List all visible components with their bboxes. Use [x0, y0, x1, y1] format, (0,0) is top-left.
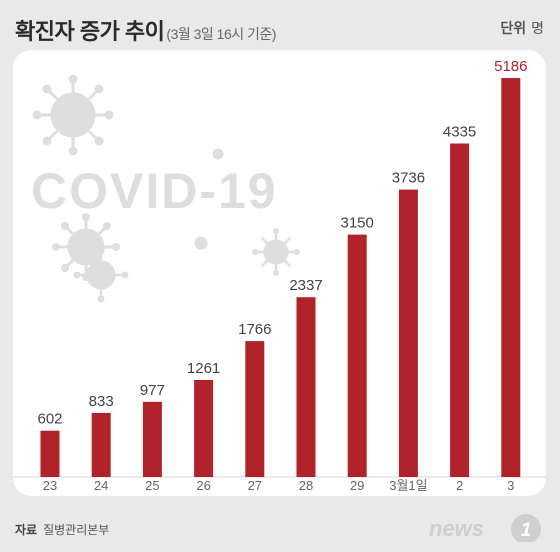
value-label-3월1일: 3736: [392, 170, 425, 187]
source-note: 자료 질병관리본부: [15, 521, 109, 538]
category-label-26: 26: [196, 478, 210, 493]
unit-value: 명: [531, 20, 544, 36]
chart-panel: COVID-19 602 833 977 1261 1766 2337 3150 3736 43…: [13, 50, 546, 496]
category-label-28: 28: [299, 478, 313, 493]
value-label-2: 4335: [443, 124, 476, 141]
bar-26: [194, 380, 214, 477]
virus-decoration: [32, 74, 300, 303]
category-label-3: 3: [507, 478, 514, 493]
virus-icon: [73, 247, 129, 303]
logo-badge: [511, 514, 541, 542]
bar-series: [40, 78, 521, 477]
bar-23: [40, 430, 60, 477]
bar-29: [347, 234, 367, 477]
bar-chart: COVID-19 602 833 977 1261 1766 2337 3150 3736 43…: [13, 58, 546, 493]
category-label-24: 24: [94, 478, 108, 493]
chart-title: 확진자 증가 추이: [15, 19, 165, 44]
bar-25: [142, 401, 162, 477]
bar-3: [501, 78, 521, 477]
value-label-24: 833: [89, 393, 114, 410]
value-label-25: 977: [140, 382, 165, 399]
news1-logo: news 1: [429, 514, 541, 542]
source-value: 질병관리본부: [43, 523, 110, 537]
value-label-27: 1766: [238, 321, 271, 338]
logo-badge-number: 1: [521, 520, 532, 541]
value-label-28: 2337: [289, 277, 322, 294]
category-label-25: 25: [145, 478, 159, 493]
unit-note: 단위 명: [500, 18, 544, 38]
value-label-29: 3150: [341, 215, 374, 232]
value-label-3: 5186: [494, 58, 527, 75]
source-label: 자료: [15, 523, 38, 537]
title-row: 확진자 증가 추이 (3월 3일 16시 기준): [15, 14, 276, 44]
virus-icon: [32, 74, 114, 156]
chart-subtitle: (3월 3일 16시 기준): [166, 26, 276, 42]
bar-27: [245, 341, 265, 477]
virus-icon: [252, 228, 300, 276]
category-label-3월1일: 3월1일: [389, 478, 427, 493]
bar-3월1일: [398, 189, 418, 477]
category-labels: 23 24 25 26 27 28 29 3월1일 2 3: [43, 478, 515, 493]
category-label-2: 2: [456, 478, 463, 493]
bar-24: [91, 412, 111, 477]
category-label-23: 23: [43, 478, 57, 493]
virus-dot: [212, 148, 224, 160]
bar-2: [450, 143, 470, 477]
value-labels: 602 833 977 1261 1766 2337 3150 3736 4335 5186: [37, 58, 527, 428]
value-label-26: 1261: [187, 360, 220, 377]
value-label-23: 602: [37, 411, 62, 428]
bar-28: [296, 297, 316, 477]
virus-dot: [194, 236, 208, 250]
category-label-27: 27: [248, 478, 262, 493]
unit-label: 단위: [500, 20, 527, 36]
category-label-29: 29: [350, 478, 364, 493]
covid-watermark: COVID-19: [31, 163, 278, 219]
logo-wordmark: news: [429, 516, 484, 541]
